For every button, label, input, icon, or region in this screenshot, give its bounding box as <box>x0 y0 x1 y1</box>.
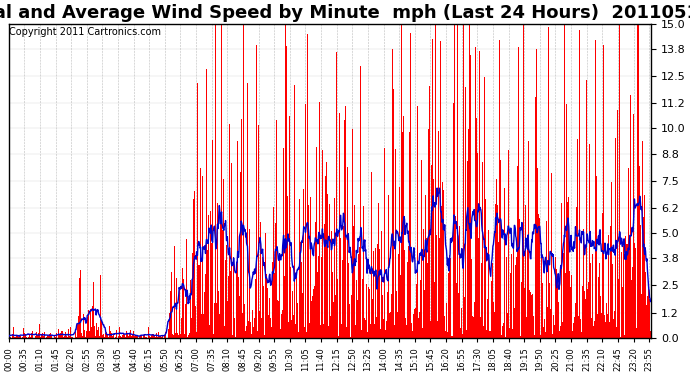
Title: Actual and Average Wind Speed by Minute  mph (Last 24 Hours)  20110513: Actual and Average Wind Speed by Minute … <box>0 4 690 22</box>
Text: Copyright 2011 Cartronics.com: Copyright 2011 Cartronics.com <box>9 27 161 37</box>
